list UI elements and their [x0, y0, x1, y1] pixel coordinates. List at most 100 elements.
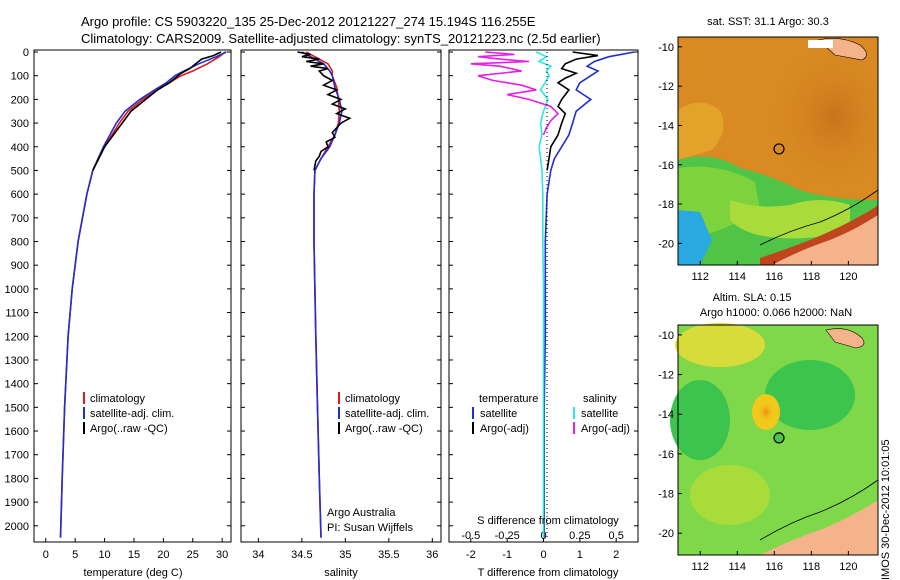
- depth-tick-label: 1600: [5, 426, 29, 438]
- legend-label-temp-argo: Argo(-adj): [480, 423, 529, 435]
- map-y-tick-label: -10: [658, 42, 674, 54]
- x-tick-label: 34: [252, 549, 264, 561]
- series-line-salinity-argo-adj-: [470, 51, 560, 136]
- series-line-climatology: [59, 51, 226, 538]
- depth-tick-label: 1500: [5, 402, 29, 414]
- map-y-tick-label: -20: [658, 528, 674, 540]
- top-tick-label: 0.5: [609, 530, 624, 542]
- depth-tick-label: 1300: [5, 355, 29, 367]
- series-line-climatology: [305, 51, 341, 538]
- x-tick-label: 36: [426, 549, 438, 561]
- series-line-salinity-satellite: [535, 51, 553, 538]
- depth-tick-label: 1200: [5, 331, 29, 343]
- depth-tick-label: 2000: [5, 521, 29, 533]
- x-tick-label: 30: [216, 549, 228, 561]
- depth-tick-label: 1700: [5, 450, 29, 462]
- x-tick-label: -1: [502, 549, 512, 561]
- x-tick-label: 35: [339, 549, 351, 561]
- legend-label-sal-argo: Argo(-adj): [581, 423, 630, 435]
- sla-map-title-2: Argo h1000: 0.066 h2000: NaN: [700, 307, 852, 319]
- x-tick-label: 15: [128, 549, 140, 561]
- map-x-tick-label: 114: [728, 561, 746, 573]
- map-y-tick-label: -12: [658, 370, 674, 382]
- depth-tick-label: 0: [23, 47, 29, 59]
- map-x-tick-label: 116: [766, 271, 784, 283]
- credit-line-1: Argo Australia: [327, 507, 396, 519]
- series-line-satellite-adj-clim-: [301, 51, 343, 538]
- temperature-series: [59, 51, 227, 538]
- sst-missing-data: [808, 40, 833, 48]
- map-y-tick-label: -10: [658, 330, 674, 342]
- top-tick-label: 0.25: [569, 530, 590, 542]
- map-x-tick-label: 112: [691, 561, 709, 573]
- depth-tick-label: 1400: [5, 379, 29, 391]
- map-y-tick-label: -12: [658, 81, 674, 93]
- map-x-tick-label: 120: [839, 271, 857, 283]
- depth-tick-label: 1800: [5, 473, 29, 485]
- sst-blue-patch: [678, 210, 712, 265]
- sst-argo-marker: [773, 143, 785, 155]
- depth-tick-label: 1900: [5, 497, 29, 509]
- depth-tick-label: 800: [11, 237, 29, 249]
- x-tick-label: 0: [540, 549, 546, 561]
- map-x-tick-label: 116: [766, 561, 784, 573]
- difference-x-axis: -2 -1 0 1 2-0.5 -0.25 0 0.25 0.5: [461, 530, 624, 561]
- sla-map-title-1: Altim. SLA: 0.15: [713, 292, 792, 304]
- sla-low-patch-west: [670, 380, 730, 460]
- x-tick-label: -2: [466, 549, 476, 561]
- difference-legend: temperature salinity satellite Argo(-adj…: [472, 393, 630, 435]
- sla-bathymetry-contour: [759, 479, 879, 541]
- map-y-tick-label: -18: [658, 489, 674, 501]
- sla-australia-land: [760, 500, 878, 555]
- difference-series: [470, 51, 635, 538]
- depth-tick-label: 500: [11, 165, 29, 177]
- sst-map-frame: [677, 36, 879, 266]
- depth-tick-label: 900: [11, 260, 29, 272]
- series-line-temperature-satellite: [543, 51, 635, 538]
- map-x-tick-label: 114: [728, 271, 746, 283]
- depth-tick-label: 200: [11, 94, 29, 106]
- x-tick-label: 35.5: [378, 549, 399, 561]
- legend-label-climatology: climatology: [90, 393, 146, 405]
- series-line-satellite-adj-clim-: [59, 51, 227, 538]
- map-x-tick-label: 118: [803, 271, 821, 283]
- legend-label-sal-satellite: satellite: [581, 408, 618, 420]
- temperature-xlabel: temperature (deg C): [83, 567, 182, 579]
- salinity-x-axis: 34 34.5 35 35.5 36: [252, 538, 438, 561]
- depth-tick-label: 700: [11, 213, 29, 225]
- salinity-panel: [240, 49, 442, 543]
- sla-south-patch: [690, 465, 770, 525]
- depth-tick-label: 400: [11, 142, 29, 154]
- sst-bathymetry-contour: [759, 189, 879, 246]
- map-x-tick-label: 112: [691, 271, 709, 283]
- title-line-2: Climatology: CARS2009. Satellite-adjuste…: [81, 31, 601, 46]
- map-y-tick-label: -16: [658, 160, 674, 172]
- legend-label-temp-satellite: satellite: [480, 408, 517, 420]
- series-line-temperature-argo-adj-: [546, 51, 599, 171]
- title-line-1: Argo profile: CS 5903220_135 25-Dec-2012…: [81, 14, 536, 29]
- difference-top-xlabel: S difference from climatology: [477, 515, 619, 527]
- x-tick-label: 34.5: [291, 549, 312, 561]
- legend-title-temperature: temperature: [479, 393, 538, 405]
- top-tick-label: -0.5: [461, 530, 480, 542]
- depth-tick-label: 1100: [5, 308, 29, 320]
- depth-tick-label: 300: [11, 118, 29, 130]
- sla-high-patch: [675, 323, 765, 367]
- sla-map-frame: [677, 324, 879, 556]
- temperature-panel: [33, 49, 232, 543]
- sst-australia-land: [772, 215, 878, 265]
- legend-label-argo: Argo(..raw -QC): [345, 423, 423, 435]
- x-tick-label: 5: [72, 549, 78, 561]
- depth-tick-label: 600: [11, 189, 29, 201]
- sla-map: [670, 323, 879, 556]
- sst-yellow-green: [730, 200, 850, 239]
- map-y-tick-label: -14: [658, 120, 674, 132]
- top-tick-label: -0.25: [495, 530, 520, 542]
- x-tick-label: 20: [157, 549, 169, 561]
- sla-orange-core: [757, 401, 775, 423]
- sla-low-patch-east: [765, 360, 855, 430]
- credit-line-2: PI: Susan Wijffels: [327, 522, 413, 534]
- x-tick-label: 1: [577, 549, 583, 561]
- temperature-x-axis: 0 5 10 15 20 25 30: [43, 538, 228, 561]
